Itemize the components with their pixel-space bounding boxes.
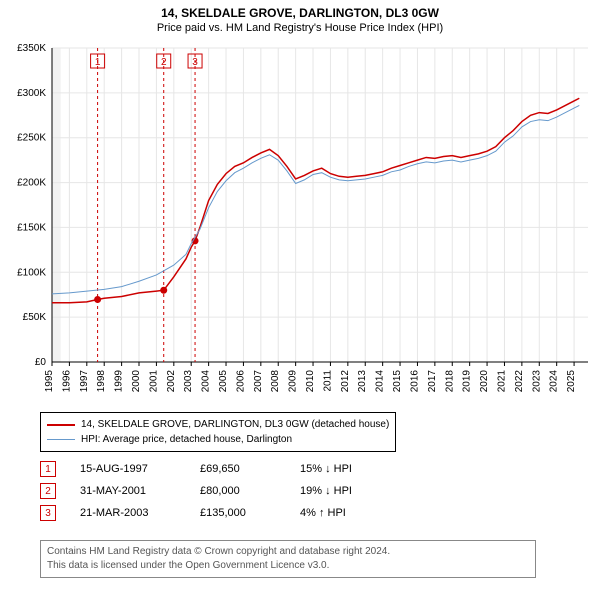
svg-text:2012: 2012 xyxy=(340,370,351,393)
price-chart: £0 £50K £100K £150K £200K £250K £300K £350K 1995… xyxy=(0,0,600,410)
svg-text:2002: 2002 xyxy=(166,370,177,393)
sale-price: £135,000 xyxy=(200,507,300,519)
svg-text:£350K: £350K xyxy=(17,43,46,54)
svg-text:2009: 2009 xyxy=(288,370,299,393)
svg-text:£250K: £250K xyxy=(17,133,46,144)
svg-text:£300K: £300K xyxy=(17,88,46,99)
legend-swatch xyxy=(47,424,75,426)
svg-text:£100K: £100K xyxy=(17,267,46,278)
legend-label: 14, SKELDALE GROVE, DARLINGTON, DL3 0GW … xyxy=(81,417,389,432)
svg-text:1999: 1999 xyxy=(114,370,125,393)
svg-text:2018: 2018 xyxy=(444,370,455,393)
footer-line-2: This data is licensed under the Open Gov… xyxy=(47,559,529,573)
legend-row: HPI: Average price, detached house, Darl… xyxy=(47,432,389,447)
sale-marker: 2 xyxy=(40,483,56,499)
sale-marker: 1 xyxy=(40,461,56,477)
sale-row: 2 31-MAY-2001£80,00019% ↓ HPI xyxy=(40,480,390,502)
svg-text:3: 3 xyxy=(192,57,198,68)
sale-date: 15-AUG-1997 xyxy=(80,463,200,475)
svg-text:2004: 2004 xyxy=(201,370,212,393)
sale-row: 3 21-MAR-2003£135,0004% ↑ HPI xyxy=(40,502,390,524)
svg-text:2021: 2021 xyxy=(496,370,507,393)
svg-text:1: 1 xyxy=(95,57,101,68)
svg-text:2025: 2025 xyxy=(566,370,577,393)
svg-text:2006: 2006 xyxy=(235,370,246,393)
svg-text:2005: 2005 xyxy=(218,370,229,393)
sale-delta: 19% ↓ HPI xyxy=(300,485,390,497)
svg-text:2023: 2023 xyxy=(531,370,542,393)
sale-date: 31-MAY-2001 xyxy=(80,485,200,497)
svg-text:2: 2 xyxy=(161,57,167,68)
svg-text:£0: £0 xyxy=(35,357,47,368)
chart-container: { "title": { "line1": "14, SKELDALE GROV… xyxy=(0,0,600,590)
legend-swatch xyxy=(47,439,75,440)
sale-delta: 4% ↑ HPI xyxy=(300,507,390,519)
svg-text:1996: 1996 xyxy=(61,370,72,393)
sale-price: £80,000 xyxy=(200,485,300,497)
svg-text:2014: 2014 xyxy=(375,370,386,393)
svg-text:1998: 1998 xyxy=(96,370,107,393)
svg-text:1995: 1995 xyxy=(44,370,55,393)
sale-marker: 3 xyxy=(40,505,56,521)
svg-text:2019: 2019 xyxy=(462,370,473,393)
svg-text:2013: 2013 xyxy=(357,370,368,393)
svg-text:2016: 2016 xyxy=(409,370,420,393)
legend-label: HPI: Average price, detached house, Darl… xyxy=(81,432,292,447)
svg-text:£50K: £50K xyxy=(23,312,47,323)
svg-text:2020: 2020 xyxy=(479,370,490,393)
svg-text:2015: 2015 xyxy=(392,370,403,393)
sales-table: 1 15-AUG-1997£69,65015% ↓ HPI 2 31-MAY-2001… xyxy=(40,458,390,524)
sale-price: £69,650 xyxy=(200,463,300,475)
svg-text:2008: 2008 xyxy=(270,370,281,393)
legend: 14, SKELDALE GROVE, DARLINGTON, DL3 0GW … xyxy=(40,412,396,452)
svg-text:2007: 2007 xyxy=(253,370,264,393)
footer-line-1: Contains HM Land Registry data © Crown c… xyxy=(47,545,529,559)
svg-text:2001: 2001 xyxy=(148,370,159,393)
svg-text:£200K: £200K xyxy=(17,178,46,189)
svg-text:2003: 2003 xyxy=(183,370,194,393)
svg-text:2017: 2017 xyxy=(427,370,438,393)
sale-date: 21-MAR-2003 xyxy=(80,507,200,519)
svg-text:2024: 2024 xyxy=(549,370,560,393)
svg-text:1997: 1997 xyxy=(79,370,90,393)
data-source-footer: Contains HM Land Registry data © Crown c… xyxy=(40,540,536,578)
sale-delta: 15% ↓ HPI xyxy=(300,463,390,475)
svg-text:2000: 2000 xyxy=(131,370,142,393)
legend-row: 14, SKELDALE GROVE, DARLINGTON, DL3 0GW … xyxy=(47,417,389,432)
svg-text:£150K: £150K xyxy=(17,222,46,233)
svg-text:2011: 2011 xyxy=(322,370,333,392)
svg-text:2010: 2010 xyxy=(305,370,316,393)
sale-row: 1 15-AUG-1997£69,65015% ↓ HPI xyxy=(40,458,390,480)
svg-text:2022: 2022 xyxy=(514,370,525,393)
